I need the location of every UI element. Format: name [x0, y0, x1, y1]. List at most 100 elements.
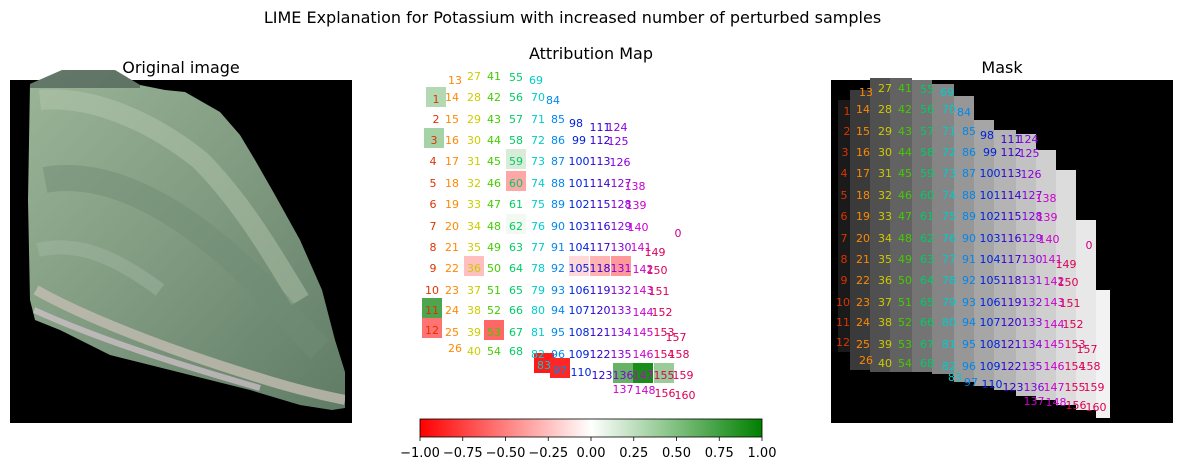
attribution-segment-label: 62	[509, 220, 523, 233]
mask-segment-label: 157	[1077, 343, 1098, 356]
attribution-segment-label: 45	[487, 155, 501, 168]
attribution-patch-59	[506, 149, 526, 169]
attribution-segment-label: 76	[531, 220, 545, 233]
attribution-segment-label: 73	[531, 155, 545, 168]
mask-segment-label: 62	[920, 232, 934, 245]
colorbar: −1.00 −0.75 −0.50 −0.25 0.00 0.25 0.50 0.75 1.00	[400, 418, 777, 461]
attribution-segment-label: 3	[431, 134, 438, 147]
attribution-segment-label: 63	[509, 241, 523, 254]
mask-segment-label: 30	[878, 146, 892, 159]
mask-segment-label: 6	[841, 210, 848, 223]
attribution-segment-label: 148	[635, 384, 656, 397]
mask-strip-5	[932, 84, 954, 374]
attribution-segment-label: 97	[553, 364, 567, 377]
mask-segment-label: 94	[962, 316, 976, 329]
attribution-segment-label: 131	[611, 262, 632, 275]
attribution-segment-label: 129	[611, 220, 632, 233]
mask-segment-label: 135	[1022, 360, 1043, 373]
attribution-segment-label: 54	[487, 345, 501, 358]
attribution-segment-label: 111	[590, 121, 611, 134]
mask-segment-label: 9	[841, 274, 848, 287]
attribution-segment-label: 24	[445, 304, 459, 317]
mask-segment-label: 34	[878, 232, 892, 245]
mask-segment-label: 93	[962, 296, 976, 309]
mask-segment-label: 43	[898, 125, 912, 138]
attribution-segment-label: 122	[590, 348, 611, 361]
attribution-segment-label: 72	[531, 134, 545, 147]
mask-segment-label: 151	[1060, 297, 1081, 310]
mask-segment-label: 109	[980, 360, 1001, 373]
mask-segment-label: 73	[942, 167, 956, 180]
mask-segment-label: 39	[878, 338, 892, 351]
mask-segment-label: 68	[920, 357, 934, 370]
mask-segment-label: 53	[898, 338, 912, 351]
original-image-panel	[10, 70, 352, 423]
mask-segment-label: 154	[1065, 360, 1086, 373]
attribution-segment-label: 124	[607, 121, 628, 134]
mask-panel: 0123456789101112131415161718192021222324…	[831, 78, 1173, 423]
attribution-segment-label: 6	[430, 198, 437, 211]
attribution-segment-label: 156	[655, 387, 676, 400]
attribution-segment-label: 140	[628, 221, 649, 234]
attribution-segment-label: 93	[551, 284, 565, 297]
attribution-patch-11	[422, 298, 442, 318]
colorbar-tick-label: 1.00	[748, 446, 777, 461]
mask-segment-label: 85	[962, 125, 976, 138]
attribution-segment-label: 23	[445, 284, 459, 297]
attribution-segment-labels: 0123456789101112131415161718192021222324…	[425, 70, 696, 402]
mask-segment-label: 0	[1086, 239, 1093, 252]
mask-segment-label: 116	[1001, 232, 1022, 245]
mask-segment-label: 56	[920, 103, 934, 116]
attribution-segment-label: 117	[590, 241, 611, 254]
attribution-segment-label: 8	[430, 241, 437, 254]
attribution-segment-label: 79	[531, 284, 545, 297]
attribution-segment-label: 67	[509, 326, 523, 339]
attribution-segment-label: 132	[611, 284, 632, 297]
attribution-segment-label: 99	[572, 134, 586, 147]
mask-segment-label: 159	[1084, 381, 1105, 394]
mask-segment-label: 142	[1044, 275, 1065, 288]
attribution-segment-label: 13	[448, 74, 462, 87]
mask-segment-label: 81	[942, 338, 956, 351]
attribution-segment-label: 66	[509, 304, 523, 317]
attribution-segment-label: 138	[625, 180, 646, 193]
attribution-segment-label: 112	[590, 134, 611, 147]
mask-segment-label: 20	[856, 232, 870, 245]
attribution-map-panel: 0123456789101112131415161718192021222324…	[420, 66, 762, 411]
attribution-segment-label: 18	[445, 177, 459, 190]
attribution-segment-label: 120	[590, 304, 611, 317]
mask-segment-label: 128	[1022, 210, 1043, 223]
mask-segment-label: 74	[942, 189, 956, 202]
mask-segment-label: 31	[878, 167, 892, 180]
mask-segment-label: 158	[1080, 360, 1101, 373]
mask-segment-label: 59	[920, 167, 934, 180]
attribution-patch-83	[534, 353, 554, 373]
mask-segment-label: 77	[942, 253, 956, 266]
attribution-segment-label: 144	[633, 306, 654, 319]
mask-segment-label: 108	[980, 338, 1001, 351]
attribution-segment-label: 36	[467, 262, 481, 275]
attribution-segment-label: 143	[633, 284, 654, 297]
attribution-segment-label: 94	[551, 304, 565, 317]
attribution-segment-label: 64	[509, 262, 523, 275]
mask-segment-label: 126	[1021, 168, 1042, 181]
attribution-segment-label: 130	[611, 241, 632, 254]
mask-segment-label: 46	[898, 189, 912, 202]
attribution-segment-label: 114	[590, 177, 611, 190]
attribution-segment-label: 85	[551, 113, 565, 126]
mask-segment-label: 131	[1022, 274, 1043, 287]
attribution-segment-label: 51	[487, 284, 501, 297]
mask-segment-label: 152	[1063, 318, 1084, 331]
mask-segment-label: 42	[898, 103, 912, 116]
mask-segment-label: 127	[1022, 189, 1043, 202]
attribution-patches	[422, 87, 674, 383]
attribution-segment-label: 16	[445, 134, 459, 147]
attribution-segment-label: 14	[445, 91, 459, 104]
attribution-segment-label: 125	[608, 135, 629, 148]
mask-segment-label: 76	[942, 232, 956, 245]
attribution-segment-label: 106	[569, 284, 590, 297]
colorbar-tick-label: −0.25	[528, 446, 568, 461]
attribution-segment-label: 135	[611, 348, 632, 361]
attribution-segment-label: 101	[569, 177, 590, 190]
attribution-segment-label: 25	[445, 326, 459, 339]
